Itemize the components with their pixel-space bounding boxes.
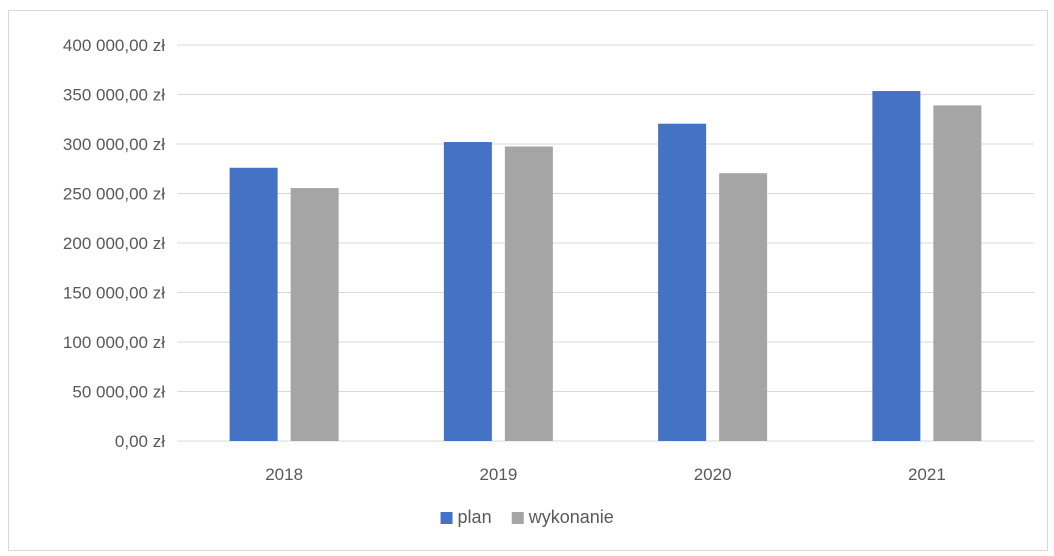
x-tick-label: 2021	[908, 465, 946, 484]
y-tick-label: 50 000,00 zł	[72, 383, 165, 402]
x-tick-label: 2018	[265, 465, 303, 484]
y-tick-label: 150 000,00 zł	[63, 284, 165, 303]
bar-plan-2021	[872, 91, 921, 441]
x-axis-tick-labels: 2018 2019 2020 2021	[265, 465, 946, 484]
legend-item-plan: plan	[440, 507, 492, 527]
y-tick-label: 250 000,00 zł	[63, 185, 165, 204]
y-tick-label: 400 000,00 zł	[63, 36, 165, 55]
bar-wykonanie-2019	[504, 146, 553, 441]
x-tick-label: 2019	[479, 465, 517, 484]
bar-plan-2019	[443, 142, 492, 441]
bar-plan-2020	[658, 123, 707, 441]
y-tick-label: 200 000,00 zł	[63, 234, 165, 253]
legend-item-wykonanie: wykonanie	[511, 507, 614, 527]
y-tick-label: 0,00 zł	[115, 432, 165, 451]
bars	[229, 91, 982, 441]
y-tick-label: 350 000,00 zł	[63, 86, 165, 105]
legend-swatch	[511, 512, 524, 524]
y-tick-label: 100 000,00 zł	[63, 333, 165, 352]
bar-plan-2018	[229, 167, 278, 441]
y-axis-tick-labels: 0,00 zł 50 000,00 zł 100 000,00 zł 150 000,…	[63, 36, 165, 451]
y-tick-label: 300 000,00 zł	[63, 135, 165, 154]
bar-wykonanie-2018	[290, 188, 339, 441]
bar-wykonanie-2021	[933, 105, 982, 441]
x-tick-label: 2020	[694, 465, 732, 484]
legend: plan wykonanie	[440, 507, 614, 527]
legend-swatch	[440, 512, 453, 524]
bar-wykonanie-2020	[719, 173, 768, 441]
legend-label: wykonanie	[528, 507, 614, 527]
legend-label: plan	[458, 507, 492, 527]
